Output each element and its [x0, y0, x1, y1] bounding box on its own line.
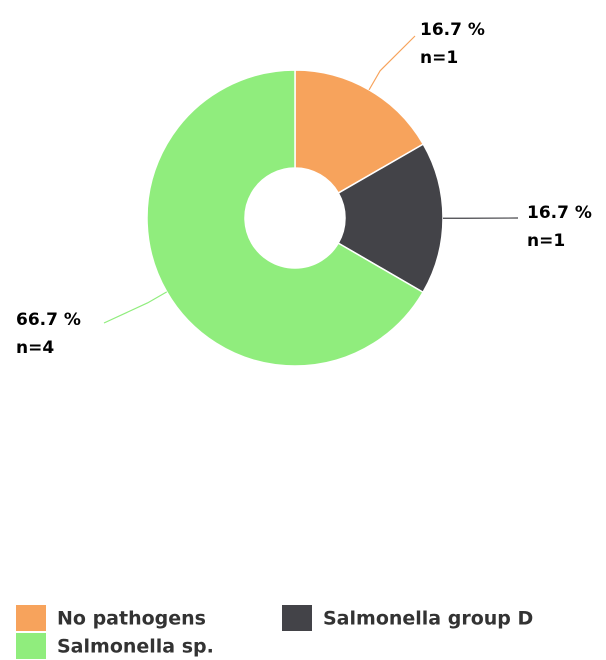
- pie-slice: [146, 69, 425, 367]
- count-label: n=1: [527, 231, 565, 251]
- data-label: 66.7 %: [16, 310, 81, 330]
- legend-label: Salmonella sp.: [57, 636, 214, 658]
- count-label: n=1: [420, 48, 458, 68]
- legend-swatch: [16, 633, 46, 659]
- data-label: 16.7 %: [527, 203, 592, 223]
- legend-swatch: [16, 605, 46, 631]
- connector: [368, 35, 416, 91]
- connector: [103, 291, 168, 324]
- legend-label: Salmonella group D: [323, 608, 533, 630]
- count-label: n=4: [16, 338, 54, 358]
- pie-slice: [337, 143, 444, 294]
- legend-label: No pathogens: [57, 608, 206, 630]
- data-label: 16.7 %: [420, 20, 485, 40]
- legend-swatch: [282, 605, 312, 631]
